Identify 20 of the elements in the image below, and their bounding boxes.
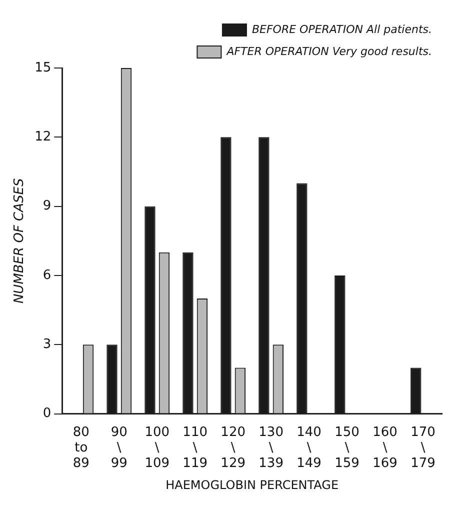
y-axis-title: NUMBER OF CASES <box>12 178 28 304</box>
y-tick-label: 12 <box>34 130 52 145</box>
legend-label: AFTER OPERATION Very good results. <box>226 44 432 58</box>
legend-label: BEFORE OPERATION All patients. <box>252 22 432 36</box>
x-tick-label: 130 \ 139 <box>258 424 284 472</box>
x-tick-label: 90 \ 99 <box>110 424 128 472</box>
x-tick-label: 150 \ 159 <box>334 424 360 472</box>
y-tick-label: 9 <box>42 198 52 214</box>
x-tick-label: 110 \ 119 <box>182 424 208 472</box>
x-tick-label: 80 to 89 <box>72 424 90 472</box>
y-tick-label: 0 <box>42 406 52 422</box>
x-axis-title: HAEMOGLOBIN PERCENTAGE <box>166 478 339 492</box>
y-tick-label: 15 <box>34 60 52 76</box>
x-tick-label: 120 \ 129 <box>220 424 246 472</box>
y-tick-label: 6 <box>42 268 52 283</box>
x-tick-label: 170 \ 179 <box>410 424 436 472</box>
x-tick-label: 160 \ 169 <box>372 424 398 472</box>
x-tick-label: 100 \ 109 <box>144 424 170 472</box>
y-tick-label: 3 <box>42 337 52 352</box>
x-tick-label: 140 \ 149 <box>296 424 322 472</box>
